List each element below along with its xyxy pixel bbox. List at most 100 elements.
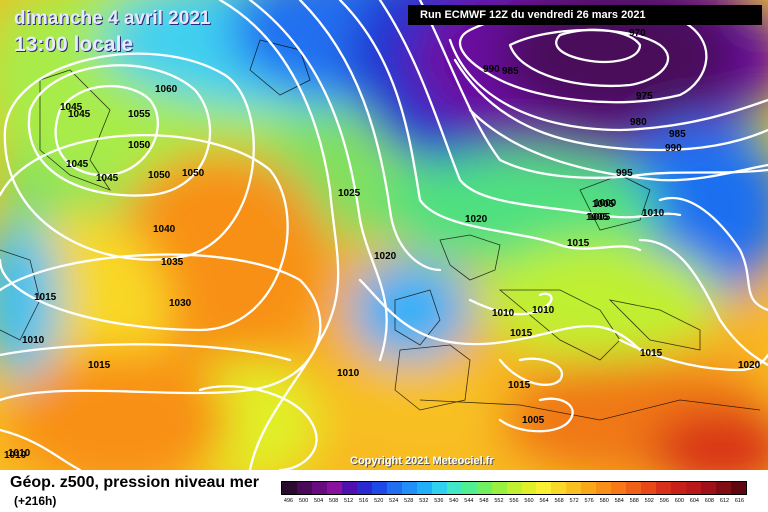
color-scale-swatch	[431, 482, 447, 494]
color-scale-swatch	[671, 482, 687, 494]
color-scale-swatch	[641, 482, 657, 494]
color-scale-swatch	[551, 482, 567, 494]
isobar-label: 1045	[66, 159, 89, 170]
color-scale-swatch	[731, 482, 747, 494]
isobar-label: 970	[629, 28, 646, 39]
isobar-label: 1035	[161, 257, 184, 268]
color-scale-swatch	[521, 482, 537, 494]
color-scale-swatch	[491, 482, 507, 494]
color-scale-label: 544	[464, 498, 474, 504]
color-scale-swatch	[311, 482, 327, 494]
color-scale-label: 548	[479, 498, 489, 504]
color-scale-swatch	[446, 482, 462, 494]
color-scale-swatch	[506, 482, 522, 494]
isobar-label: 1010	[8, 448, 31, 459]
color-scale-label: 580	[599, 498, 609, 504]
color-scale-swatch	[566, 482, 582, 494]
color-scale-label: 512	[344, 498, 354, 504]
isobar-label: 990	[483, 64, 500, 75]
color-scale-label: 592	[644, 498, 654, 504]
color-scale-label: 588	[629, 498, 639, 504]
color-scale-label: 596	[659, 498, 669, 504]
isobar-label: 1020	[374, 251, 397, 262]
isobar-label: 1010	[4, 450, 27, 461]
color-scale-swatch	[656, 482, 672, 494]
color-scale-label: 572	[569, 498, 579, 504]
color-scale	[281, 481, 747, 495]
isobar-label: 1000	[594, 198, 617, 209]
color-scale-label: 616	[734, 498, 745, 504]
isobar-label: 985	[502, 66, 519, 77]
forecast-time: 13:00 locale	[14, 33, 134, 56]
geopotential-field	[0, 0, 768, 470]
color-scale-label: 504	[313, 498, 324, 504]
color-scale-swatch	[461, 482, 477, 494]
isobar-label: 1015	[508, 380, 531, 391]
isobar-label: 1020	[738, 360, 761, 371]
isobar-label: 1010	[492, 308, 515, 319]
color-scale-swatch	[341, 482, 357, 494]
isobar-label: 1005	[592, 199, 615, 210]
isobar-label: 1010	[642, 208, 665, 219]
color-scale-swatch	[401, 482, 417, 494]
isobar-label: 1050	[148, 170, 171, 181]
isobar-label: 1050	[128, 140, 151, 151]
color-scale-swatch	[282, 482, 297, 494]
color-scale-swatch	[326, 482, 342, 494]
isobar-label: 995	[616, 168, 633, 179]
legend-title: Géop. z500, pression niveau mer	[10, 474, 259, 491]
isobar-label: 975	[636, 91, 653, 102]
color-scale-swatch	[536, 482, 552, 494]
isobar-label: 1015	[510, 328, 533, 339]
color-scale-swatch	[296, 482, 312, 494]
isobar-label: 1020	[465, 214, 488, 225]
isobar-label: 990	[665, 143, 682, 154]
color-scale-label: 564	[539, 498, 549, 504]
color-scale-label: 520	[374, 498, 384, 504]
copyright-notice: Copyright 2021 Meteociel.fr	[350, 455, 494, 467]
isobar-label: 1010	[337, 368, 360, 379]
color-scale-label: 556	[509, 498, 519, 504]
color-scale-label: 612	[719, 498, 730, 504]
color-scale-label: 552	[494, 498, 504, 504]
color-scale-swatch	[356, 482, 372, 494]
isobar-label: 1010	[22, 335, 45, 346]
color-scale-label: 536	[434, 498, 444, 504]
model-run-label: Run ECMWF 12Z du vendredi 26 mars 2021	[408, 5, 762, 25]
isobar-label: 1005	[588, 212, 611, 223]
isobar-label: 985	[669, 129, 686, 140]
color-scale-label: 600	[674, 498, 684, 504]
isobar-label: 1005	[522, 415, 545, 426]
isobar-label: 1025	[338, 188, 361, 199]
isobar-label: 1015	[34, 292, 57, 303]
isobar-lines	[0, 0, 768, 470]
color-scale-swatch	[716, 482, 732, 494]
isobar-label: 1010	[532, 305, 555, 316]
color-scale-swatch	[701, 482, 717, 494]
isobar-label: 1015	[567, 238, 590, 249]
color-scale-label: 524	[389, 498, 399, 504]
color-scale-label: 508	[329, 498, 339, 504]
isobar-label: 1015	[88, 360, 111, 371]
color-scale-label: 608	[704, 498, 714, 504]
isobar-label: 1055	[128, 109, 151, 120]
color-scale-label: 528	[404, 498, 414, 504]
isobar-label: 1045	[68, 109, 91, 120]
color-scale-label: 576	[584, 498, 594, 504]
isobar-label: 1060	[155, 84, 178, 95]
color-scale-label: 516	[359, 498, 369, 504]
color-scale-swatch	[686, 482, 702, 494]
isobar-label: 1050	[182, 168, 205, 179]
isobar-label: 1045	[96, 173, 119, 184]
isobar-label: 1005	[586, 212, 609, 223]
isobar-label: 1030	[169, 298, 192, 309]
color-scale-swatch	[581, 482, 597, 494]
isobar-label: 1040	[153, 224, 176, 235]
color-scale-swatch	[626, 482, 642, 494]
color-scale-label: 500	[298, 498, 309, 504]
color-scale-label: 568	[554, 498, 564, 504]
isobar-label: 1045	[60, 102, 83, 113]
color-scale-swatch	[371, 482, 387, 494]
color-scale-swatch	[416, 482, 432, 494]
